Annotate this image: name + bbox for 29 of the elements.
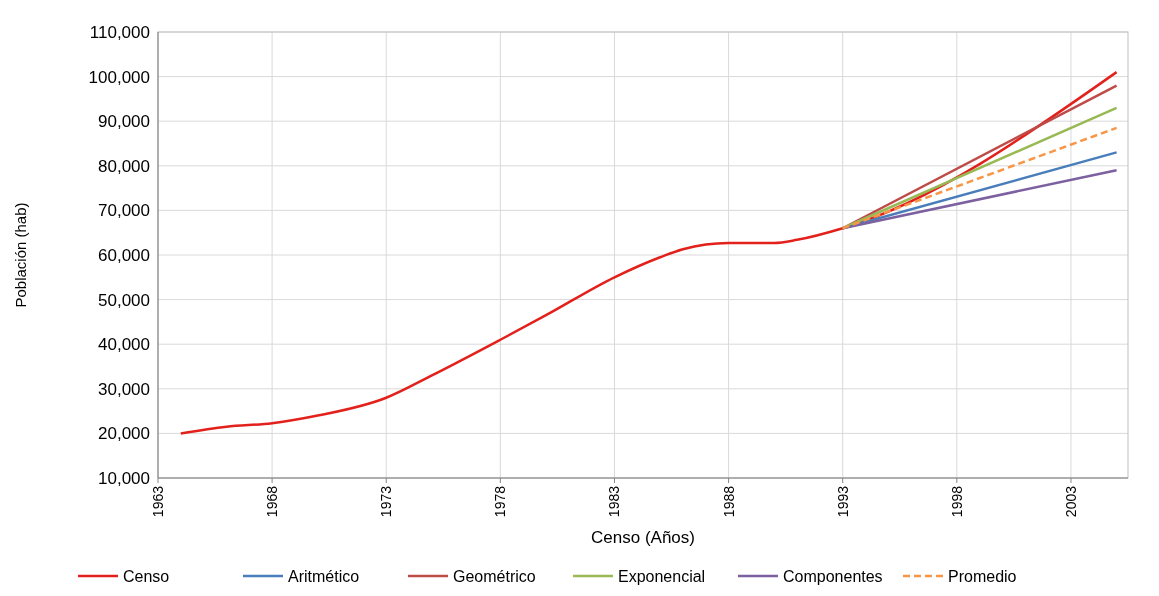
y-tick-label: 80,000	[98, 156, 150, 176]
x-tick-label: 1978	[492, 485, 509, 518]
y-tick-label: 50,000	[98, 290, 150, 310]
legend-label: Geométrico	[453, 567, 536, 585]
x-tick-label: 1963	[150, 485, 166, 518]
y-tick-label: 20,000	[98, 424, 150, 444]
y-tick-label: 60,000	[98, 245, 150, 265]
y-tick-label: 70,000	[98, 201, 150, 221]
y-tick-label: 90,000	[98, 112, 150, 132]
x-tick-label: 1983	[606, 485, 623, 518]
legend-label: Exponencial	[618, 567, 706, 585]
y-tick-label: 10,000	[98, 468, 150, 488]
x-tick-label: 2003	[1062, 485, 1079, 518]
y-tick-label: 40,000	[98, 335, 150, 355]
y-tick-label: 100,000	[88, 67, 150, 87]
legend-label: Censo	[123, 567, 170, 585]
x-tick-label: 1968	[264, 485, 281, 518]
y-axis-title: Población (hab)	[12, 202, 29, 308]
x-tick-label: 1973	[378, 485, 395, 518]
y-tick-label: 30,000	[98, 379, 150, 399]
legend-label: Aritmético	[288, 567, 360, 585]
x-tick-label: 1998	[948, 485, 965, 518]
x-tick-label: 1993	[834, 485, 851, 518]
legend-label: Promedio	[948, 567, 1017, 585]
y-tick-label: 110,000	[89, 22, 150, 42]
line-series	[179, 70, 1118, 435]
x-axis-title: Censo (Años)	[591, 528, 695, 547]
x-tick-label: 1988	[720, 485, 737, 518]
legend-label: Componentes	[783, 567, 883, 585]
